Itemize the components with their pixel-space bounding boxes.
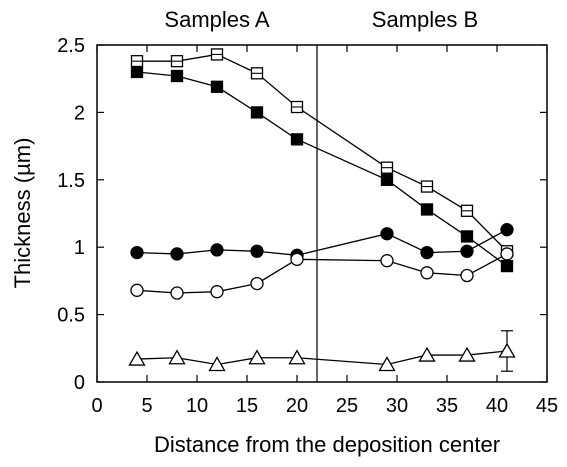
x-tick-label: 45 [536, 395, 558, 417]
data-point-triangle [418, 346, 436, 362]
series-layer [128, 48, 516, 372]
region-label-samples-b: Samples B [372, 7, 478, 32]
data-point-triangle [168, 349, 186, 365]
series-triangle-open [128, 330, 516, 372]
x-tick-label: 30 [386, 395, 408, 417]
y-tick-label: 2 [74, 102, 85, 124]
x-tick-label: 20 [286, 395, 308, 417]
data-point-square [130, 65, 144, 79]
x-tick-label: 15 [236, 395, 258, 417]
data-point-circle [500, 247, 514, 261]
x-tick-label: 35 [436, 395, 458, 417]
y-tick-label: 1.5 [57, 170, 85, 192]
y-tick-label: 0 [74, 372, 85, 394]
x-tick-label: 10 [186, 395, 208, 417]
data-point-triangle [248, 349, 266, 365]
data-point-circle [420, 266, 434, 280]
data-point-circle [290, 252, 304, 266]
data-point-square [290, 133, 304, 146]
data-point-circle [460, 268, 474, 283]
y-tick-label: 1 [74, 237, 85, 259]
y-axis-label: Thickness (µm) [10, 138, 35, 289]
data-point-circle [380, 254, 394, 268]
data-point-square [170, 69, 184, 83]
data-point-circle [420, 245, 434, 260]
data-point-triangle [458, 346, 476, 362]
y-tick-label: 0.5 [57, 305, 85, 327]
series-circle-open [130, 247, 514, 300]
axis-ticks: 0 5 10 15 20 25 30 35 40 45 0 0.5 1 1.5 2 2.5 [57, 35, 558, 417]
x-axis-label: Distance from the deposition center [154, 432, 500, 457]
data-point-triangle [378, 356, 396, 372]
data-point-square [460, 230, 474, 243]
data-point-triangle [498, 342, 516, 358]
data-point-circle [250, 276, 264, 291]
plot-frame [96, 44, 548, 383]
region-label-samples-a: Samples A [164, 7, 269, 32]
data-point-square [500, 259, 514, 273]
data-point-circle [500, 223, 514, 237]
data-point-circle [130, 283, 144, 297]
data-point-square [210, 80, 224, 93]
x-tick-label: 5 [141, 395, 152, 417]
data-point-square [420, 203, 434, 216]
data-point-circle [130, 245, 144, 260]
x-tick-label: 25 [336, 395, 358, 417]
data-point-circle [460, 244, 474, 258]
data-point-square [380, 173, 394, 186]
data-point-triangle [128, 350, 146, 366]
data-point-circle [250, 244, 264, 258]
data-point-square [250, 106, 264, 119]
data-point-circle [170, 286, 184, 300]
data-point-circle [380, 227, 394, 241]
data-point-circle [170, 247, 184, 261]
x-tick-label: 0 [91, 395, 102, 417]
data-point-circle [210, 243, 224, 257]
data-point-circle [210, 285, 224, 299]
x-tick-label: 40 [486, 395, 508, 417]
data-point-triangle [208, 356, 226, 372]
data-point-triangle [288, 349, 306, 365]
y-tick-label: 2.5 [57, 35, 85, 57]
